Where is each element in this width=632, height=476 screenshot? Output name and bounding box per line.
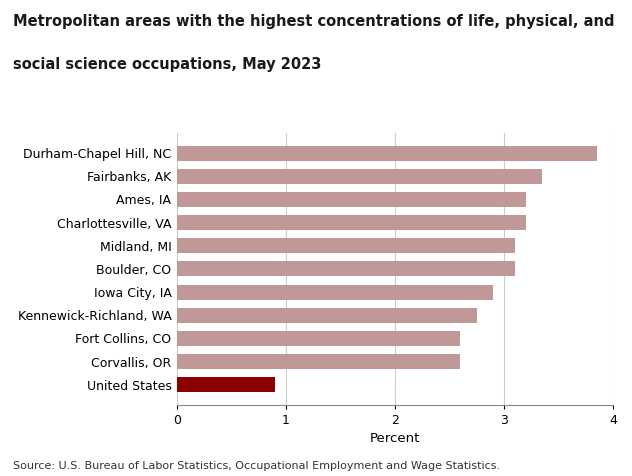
X-axis label: Percent: Percent — [370, 432, 420, 445]
Bar — [177, 192, 526, 207]
Bar — [177, 146, 597, 161]
Text: Metropolitan areas with the highest concentrations of life, physical, and: Metropolitan areas with the highest conc… — [13, 14, 614, 30]
Text: Source: U.S. Bureau of Labor Statistics, Occupational Employment and Wage Statis: Source: U.S. Bureau of Labor Statistics,… — [13, 461, 500, 471]
Bar — [177, 307, 477, 323]
Bar — [177, 215, 526, 230]
Text: social science occupations, May 2023: social science occupations, May 2023 — [13, 57, 321, 72]
Bar — [177, 285, 493, 299]
Bar — [177, 331, 460, 346]
Bar — [177, 261, 515, 277]
Bar — [177, 169, 542, 184]
Bar — [177, 377, 275, 392]
Bar — [177, 354, 460, 369]
Bar — [177, 238, 515, 253]
